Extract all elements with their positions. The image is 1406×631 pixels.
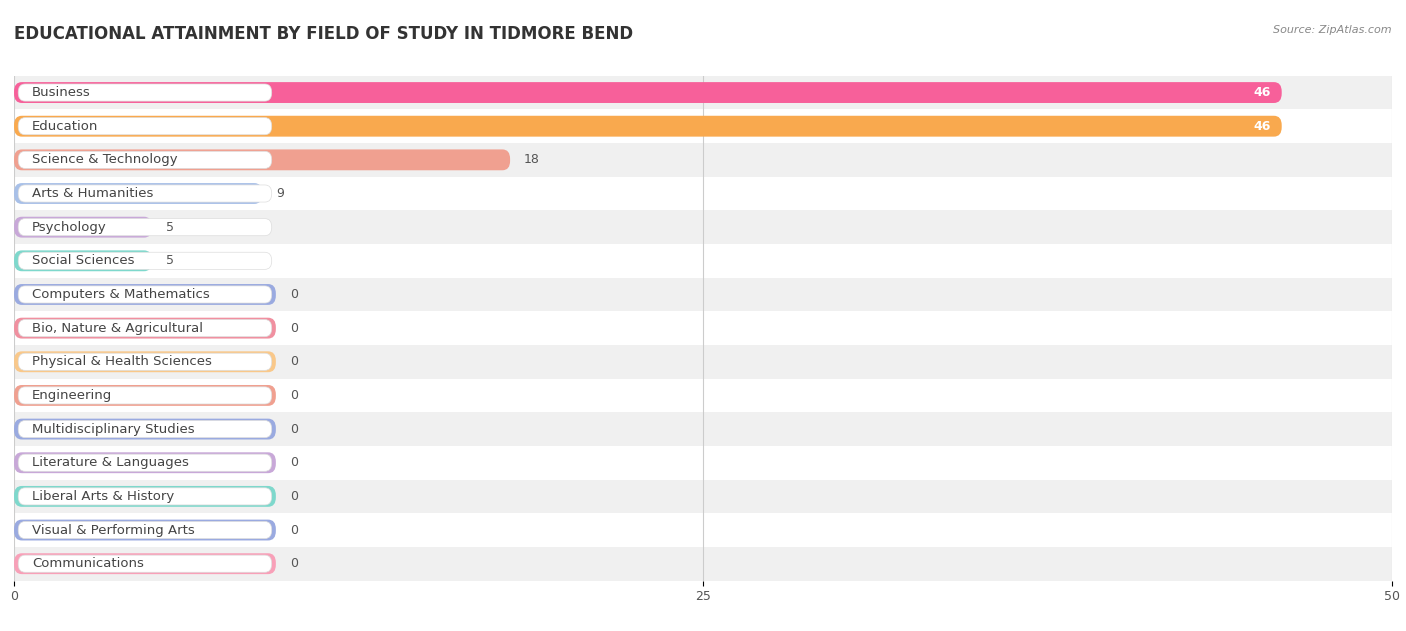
Text: 9: 9 (276, 187, 284, 200)
FancyBboxPatch shape (14, 351, 276, 372)
Text: Source: ZipAtlas.com: Source: ZipAtlas.com (1274, 25, 1392, 35)
FancyBboxPatch shape (14, 82, 1282, 103)
FancyBboxPatch shape (18, 151, 271, 168)
Text: 0: 0 (290, 524, 298, 536)
Bar (14, 109, 1392, 143)
FancyBboxPatch shape (18, 555, 271, 572)
FancyBboxPatch shape (14, 115, 1282, 137)
FancyBboxPatch shape (18, 117, 271, 135)
FancyBboxPatch shape (14, 418, 276, 440)
Text: 0: 0 (290, 355, 298, 369)
Text: Science & Technology: Science & Technology (32, 153, 177, 167)
Text: Bio, Nature & Agricultural: Bio, Nature & Agricultural (32, 322, 202, 334)
Bar (14, 547, 1392, 581)
Text: Multidisciplinary Studies: Multidisciplinary Studies (32, 423, 194, 435)
Text: Visual & Performing Arts: Visual & Performing Arts (32, 524, 194, 536)
FancyBboxPatch shape (18, 521, 271, 539)
FancyBboxPatch shape (14, 486, 276, 507)
FancyBboxPatch shape (14, 216, 152, 238)
FancyBboxPatch shape (18, 185, 271, 202)
FancyBboxPatch shape (18, 353, 271, 370)
FancyBboxPatch shape (14, 183, 262, 204)
FancyBboxPatch shape (14, 385, 276, 406)
Text: 5: 5 (166, 221, 173, 233)
FancyBboxPatch shape (14, 150, 510, 170)
Text: 0: 0 (290, 456, 298, 469)
FancyBboxPatch shape (18, 252, 271, 269)
Text: Communications: Communications (32, 557, 143, 570)
Bar (14, 480, 1392, 513)
Text: EDUCATIONAL ATTAINMENT BY FIELD OF STUDY IN TIDMORE BEND: EDUCATIONAL ATTAINMENT BY FIELD OF STUDY… (14, 25, 633, 44)
FancyBboxPatch shape (18, 488, 271, 505)
Text: 46: 46 (1253, 120, 1271, 133)
Bar (14, 244, 1392, 278)
Text: 0: 0 (290, 288, 298, 301)
Bar (14, 345, 1392, 379)
FancyBboxPatch shape (14, 251, 152, 271)
FancyBboxPatch shape (18, 84, 271, 101)
FancyBboxPatch shape (14, 553, 276, 574)
Text: 0: 0 (290, 490, 298, 503)
FancyBboxPatch shape (14, 317, 276, 339)
Text: Arts & Humanities: Arts & Humanities (32, 187, 153, 200)
Bar (14, 278, 1392, 311)
Text: 0: 0 (290, 557, 298, 570)
Text: 0: 0 (290, 423, 298, 435)
FancyBboxPatch shape (14, 519, 276, 541)
Bar (14, 379, 1392, 412)
Text: Literature & Languages: Literature & Languages (32, 456, 188, 469)
FancyBboxPatch shape (18, 286, 271, 303)
Text: 5: 5 (166, 254, 173, 268)
Bar (14, 210, 1392, 244)
Text: Business: Business (32, 86, 91, 99)
FancyBboxPatch shape (18, 319, 271, 337)
FancyBboxPatch shape (18, 454, 271, 471)
FancyBboxPatch shape (18, 218, 271, 236)
Bar (14, 446, 1392, 480)
Text: Psychology: Psychology (32, 221, 107, 233)
Text: Computers & Mathematics: Computers & Mathematics (32, 288, 209, 301)
Text: 18: 18 (524, 153, 540, 167)
Text: 46: 46 (1253, 86, 1271, 99)
Bar (14, 412, 1392, 446)
Bar (14, 143, 1392, 177)
FancyBboxPatch shape (14, 284, 276, 305)
Text: 0: 0 (290, 389, 298, 402)
FancyBboxPatch shape (18, 420, 271, 438)
Text: Liberal Arts & History: Liberal Arts & History (32, 490, 174, 503)
Text: Education: Education (32, 120, 98, 133)
Text: Physical & Health Sciences: Physical & Health Sciences (32, 355, 212, 369)
FancyBboxPatch shape (18, 387, 271, 404)
Text: Social Sciences: Social Sciences (32, 254, 135, 268)
Bar (14, 311, 1392, 345)
Bar (14, 177, 1392, 210)
Text: 0: 0 (290, 322, 298, 334)
FancyBboxPatch shape (14, 452, 276, 473)
Bar (14, 76, 1392, 109)
Text: Engineering: Engineering (32, 389, 112, 402)
Bar (14, 513, 1392, 547)
